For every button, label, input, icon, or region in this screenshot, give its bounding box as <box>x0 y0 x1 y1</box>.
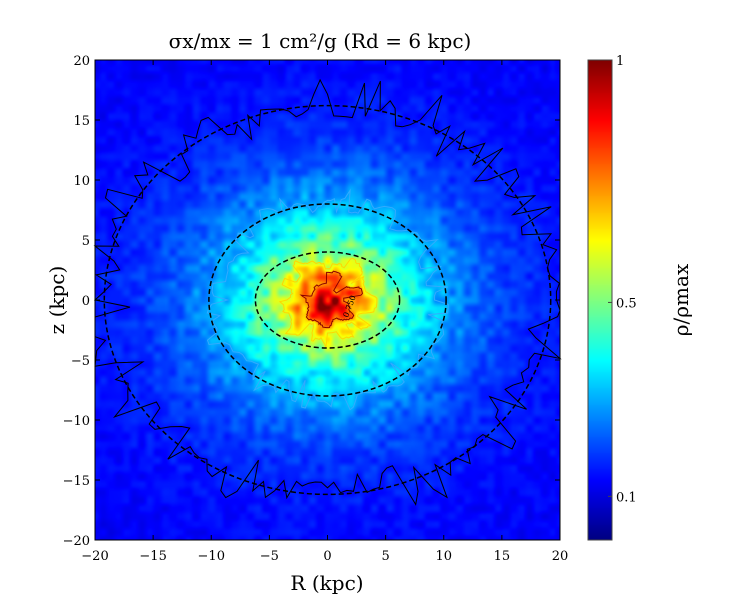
y-tick-label: −15 <box>63 474 90 489</box>
ellipse-fits <box>103 104 552 496</box>
plot-frame <box>94 59 561 541</box>
y-tick-label: 15 <box>73 114 90 129</box>
colorbar-tick-label: 0.1 <box>616 490 637 505</box>
y-axis-label: z (kpc) <box>45 266 69 335</box>
colorbar-frame <box>587 59 613 541</box>
colorbar <box>588 60 612 540</box>
x-tick-label: 0 <box>323 549 331 564</box>
x-axis-label: R (kpc) <box>290 571 363 595</box>
contour-lines <box>93 78 562 506</box>
x-tick-label: −10 <box>198 549 225 564</box>
colorbar-tick-label: 0.5 <box>616 296 637 311</box>
x-axis-ticks: −20 −15 −10 −5 0 5 10 15 20 <box>81 60 568 564</box>
x-tick-label: −15 <box>139 549 166 564</box>
contour-0.6 <box>278 257 378 348</box>
y-tick-label: 0 <box>82 294 90 309</box>
y-tick-label: 10 <box>73 174 90 189</box>
y-tick-label: 5 <box>82 234 90 249</box>
contour-0.15 <box>93 78 562 506</box>
x-tick-label: 5 <box>381 549 389 564</box>
x-tick-label: 15 <box>494 549 511 564</box>
y-tick-label: −5 <box>71 354 90 369</box>
ellipse-2 <box>208 203 447 397</box>
x-tick-label: −5 <box>260 549 279 564</box>
ellipse-1 <box>103 104 552 496</box>
ellipse-3 <box>254 251 401 349</box>
x-tick-label: −20 <box>81 549 108 564</box>
contour-0.3 <box>206 188 449 411</box>
contour-0.75 <box>299 270 363 329</box>
colorbar-label: ρ/ρmax <box>669 263 693 336</box>
y-tick-label: −10 <box>63 414 90 429</box>
colorbar-ticks: 0.1 0.5 1 <box>608 54 637 505</box>
y-tick-label: −20 <box>63 534 90 549</box>
chart-title: σx/mx = 1 cm²/g (Rd = 6 kpc) <box>169 29 472 53</box>
x-tick-label: 20 <box>552 549 569 564</box>
y-axis-ticks: −20 −15 −10 −5 0 5 10 15 20 <box>63 54 560 549</box>
x-tick-label: 10 <box>435 549 452 564</box>
colorbar-tick-label: 1 <box>616 54 624 69</box>
y-tick-label: 20 <box>73 54 90 69</box>
density-heatmap <box>95 60 560 540</box>
